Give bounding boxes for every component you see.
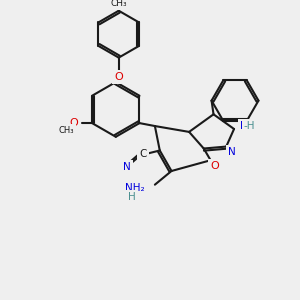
Text: C: C — [140, 149, 147, 159]
Text: N: N — [240, 121, 248, 131]
Text: NH₂: NH₂ — [124, 183, 144, 193]
Text: O: O — [114, 72, 123, 82]
Text: -H: -H — [244, 121, 255, 131]
Text: O: O — [69, 118, 78, 128]
Text: O: O — [210, 161, 219, 171]
Text: N: N — [228, 147, 236, 158]
Text: N: N — [123, 162, 130, 172]
Text: CH₃: CH₃ — [58, 126, 74, 135]
Text: H: H — [128, 192, 135, 203]
Text: CH₃: CH₃ — [110, 0, 127, 8]
